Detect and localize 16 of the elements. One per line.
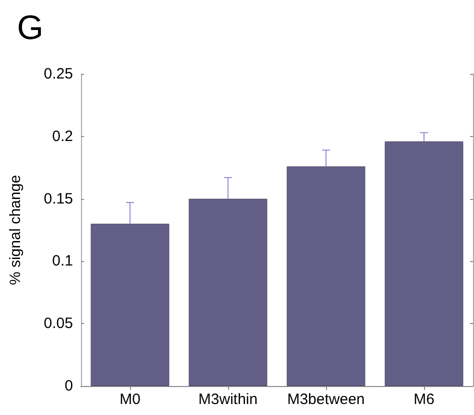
x-tick-label: M3between [287,391,365,408]
y-tick-label: 0.25 [44,66,73,82]
x-tick-label: M0 [120,391,140,408]
bar [286,166,366,386]
y-tick-label: 0.2 [52,128,73,145]
y-axis-title: % signal change [7,174,24,286]
bar [384,141,464,386]
y-tick-label: 0.1 [52,252,73,270]
bar [188,198,268,386]
y-tick-label: 0.15 [44,190,73,208]
chart-title: G [17,9,44,47]
y-tick-label: 0.05 [44,315,73,332]
x-tick-label: M3within [198,391,258,408]
x-tick-label: M6 [414,391,434,408]
bar [90,224,170,386]
y-tick-label: 0 [64,378,73,394]
